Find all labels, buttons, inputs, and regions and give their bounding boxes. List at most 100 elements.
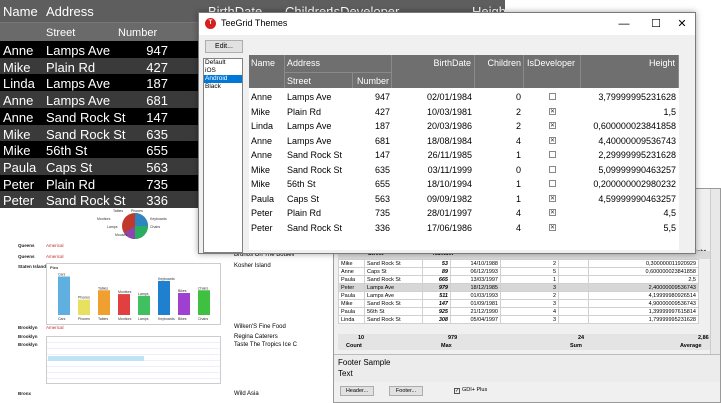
cell-isdeveloper-checkbox[interactable]: ✕ <box>549 223 556 231</box>
cell-birthdate: 26/11/1985 <box>427 150 472 160</box>
bottom-cell-height: 0,600000023841858 <box>588 267 699 276</box>
cell-height: 1,5 <box>663 106 676 117</box>
bg-cell-street: Sand Rock St <box>46 126 126 142</box>
vertical-scrollbar[interactable] <box>680 55 693 250</box>
bottom-grid-row[interactable]: Paula Sand Rock St 665 13/03/1997 1 2,5 <box>338 275 699 284</box>
header-street-cell[interactable]: Street <box>285 72 353 88</box>
pie-label: Mouses <box>115 233 128 237</box>
cell-isdeveloper-checkbox[interactable]: ✕ <box>549 136 556 144</box>
bottom-grid-scrollbar[interactable] <box>710 189 720 379</box>
bg-cell-number: 563 <box>146 159 168 175</box>
cell-isdeveloper-checkbox[interactable] <box>549 180 556 187</box>
grid-row[interactable]: Mike 56th St 655 18/10/1994 1 0,2000000029802… <box>249 177 679 191</box>
cell-name: Anne <box>251 135 273 146</box>
header-children-cell[interactable]: Children <box>475 55 524 88</box>
bottom-grid-row[interactable]: Anne Caps St 89 06/12/1993 5 0,60000002384185… <box>338 267 699 276</box>
bottom-cell-dev[interactable] <box>558 259 589 268</box>
footer-button[interactable]: Footer... <box>389 386 423 396</box>
bottom-cell-dev[interactable] <box>558 283 589 292</box>
grid-row[interactable]: Peter Sand Rock St 336 17/06/1986 4 ✕ 5,5 <box>249 221 679 235</box>
cell-children: 0 <box>515 164 521 175</box>
cell-isdeveloper-checkbox[interactable]: ✕ <box>549 209 556 216</box>
theme-item[interactable]: Default <box>205 59 226 66</box>
edit-button[interactable]: Edit... <box>205 40 243 53</box>
bottom-cell-height: 1,39999997615814 <box>588 307 699 316</box>
bottom-grid-row[interactable]: Paula 56th St 925 21/12/1990 4 1,399999976158… <box>338 307 699 316</box>
header-height-cell[interactable]: Height <box>581 55 679 88</box>
bg-cell-number: 947 <box>146 43 168 58</box>
header-button[interactable]: Header... <box>340 386 374 396</box>
header-address-cell[interactable]: Address <box>285 55 392 72</box>
gdi-plus-checkbox[interactable]: ✓ <box>454 388 460 394</box>
bottom-cell-children: 2 <box>500 291 559 300</box>
minimize-button[interactable]: — <box>618 18 630 30</box>
bottom-cell-street: Sand Rock St <box>364 259 423 268</box>
bottom-cell-children: 1 <box>500 275 559 284</box>
bg-cell-name: Anne <box>3 109 34 125</box>
grid-row[interactable]: Anne Lamps Ave 947 02/01/1984 0 3,79999995231… <box>249 90 679 104</box>
bg-header-name[interactable]: Name <box>3 4 38 19</box>
cell-isdeveloper-checkbox[interactable] <box>549 151 556 158</box>
cell-birthdate: 18/10/1994 <box>426 179 472 189</box>
bar-top-label: Bikes <box>178 289 187 293</box>
cell-children: 2 <box>515 121 521 131</box>
bottom-cell-dev[interactable] <box>558 315 589 324</box>
bottom-cell-dev[interactable] <box>558 299 589 308</box>
pie-label: Keyboards <box>150 217 167 221</box>
bottom-grid-col-street[interactable]: Street <box>368 251 384 257</box>
grid-row[interactable]: Mike Plain Rd 427 10/03/1981 2 ✕ 1,5 <box>249 105 679 119</box>
cell-isdeveloper-checkbox[interactable]: ✕ <box>549 194 556 202</box>
title-bar[interactable]: T TeeGrid Themes — ☐ ✕ <box>199 13 695 35</box>
header-number-cell[interactable]: Number <box>353 72 392 88</box>
bottom-grid-row[interactable]: Mike Sand Rock St 53 14/10/1988 2 0,300000011… <box>338 259 699 268</box>
close-button[interactable]: ✕ <box>677 18 687 30</box>
bottom-grid-row[interactable]: Paula Lamps Ave 511 01/03/1993 2 4,1999998092… <box>338 291 699 300</box>
grid-row[interactable]: Anne Sand Rock St 147 26/11/1985 1 2,29999995… <box>249 148 679 162</box>
bg-header-address[interactable]: Address <box>46 4 94 19</box>
header-name-cell[interactable]: Name <box>249 55 285 88</box>
bottom-grid-col-number[interactable]: Number <box>433 251 454 257</box>
bottom-cell-dev[interactable] <box>558 291 589 300</box>
bottom-cell-dev[interactable] <box>558 267 589 276</box>
report-label: Brooklyn <box>18 342 38 347</box>
header-isdeveloper-cell[interactable]: IsDeveloper <box>524 55 581 88</box>
bottom-grid-table: Mike Sand Rock St 53 14/10/1988 2 0,300000011… <box>338 259 699 324</box>
bottom-cell-birthdate: 13/03/1997 <box>450 275 501 284</box>
bottom-grid-row[interactable]: Linda Sand Rock St 308 05/04/1997 3 1,7999999… <box>338 315 699 324</box>
report-right-text: Brunos On The Boulev <box>234 252 295 258</box>
grid-row[interactable]: Peter Plain Rd 735 28/01/1997 4 ✕ 4,5 <box>249 206 679 220</box>
footer-label-count: Count <box>346 343 362 349</box>
cell-name: Mike <box>251 106 271 117</box>
bottom-cell-dev[interactable] <box>558 307 589 316</box>
cell-isdeveloper-checkbox[interactable]: ✕ <box>549 122 556 129</box>
cell-children: 1 <box>515 150 521 160</box>
bottom-cell-height: 4,19999980926514 <box>588 291 699 300</box>
bg-cell-number: 427 <box>146 59 168 75</box>
theme-item[interactable]: Black <box>205 83 221 90</box>
header-isdeveloper: IsDeveloper <box>527 58 576 68</box>
cell-isdeveloper-checkbox[interactable] <box>549 93 556 100</box>
maximize-button[interactable]: ☐ <box>651 18 661 30</box>
cell-isdeveloper-checkbox[interactable] <box>549 165 556 173</box>
cell-isdeveloper-checkbox[interactable]: ✕ <box>549 107 556 115</box>
theme-item[interactable]: iOS <box>205 67 216 74</box>
header-birthdate-cell[interactable]: BirthDate <box>392 55 475 88</box>
bg-header-street[interactable]: Street <box>46 27 76 39</box>
bg-cell-number: 147 <box>146 109 168 125</box>
grid-row[interactable]: Paula Caps St 563 09/09/1982 1 ✕ 4,59999990463… <box>249 192 679 206</box>
bg-header-number[interactable]: Number <box>118 27 158 39</box>
bottom-cell-birthdate: 01/09/1981 <box>450 299 501 308</box>
cell-number: 563 <box>374 193 390 204</box>
bar-chart-frame <box>46 263 221 325</box>
theme-item[interactable]: Android <box>204 75 242 83</box>
bottom-cell-dev[interactable] <box>558 275 589 284</box>
report-red-label: Americal <box>46 254 64 259</box>
grid-row[interactable]: Mike Sand Rock St 635 03/11/1999 0 5,09999990… <box>249 163 679 177</box>
report-right-text: Kosher Island <box>234 263 271 269</box>
pie-label: Monitors <box>97 217 111 221</box>
bottom-grid-row[interactable]: Mike Sand Rock St 147 01/09/1981 3 4,90000009… <box>338 299 699 308</box>
grid-row[interactable]: Linda Lamps Ave 187 20/03/1986 2 ✕ 0,600000023… <box>249 119 679 133</box>
grid-row[interactable]: Anne Lamps Ave 681 18/08/1984 4 ✕ 4,4000000953… <box>249 134 679 148</box>
theme-list[interactable]: Default iOS Android Black <box>203 58 243 253</box>
bottom-grid-row[interactable]: Peter Lamps Ave 979 18/12/1985 3 2,4000000953… <box>338 283 699 292</box>
